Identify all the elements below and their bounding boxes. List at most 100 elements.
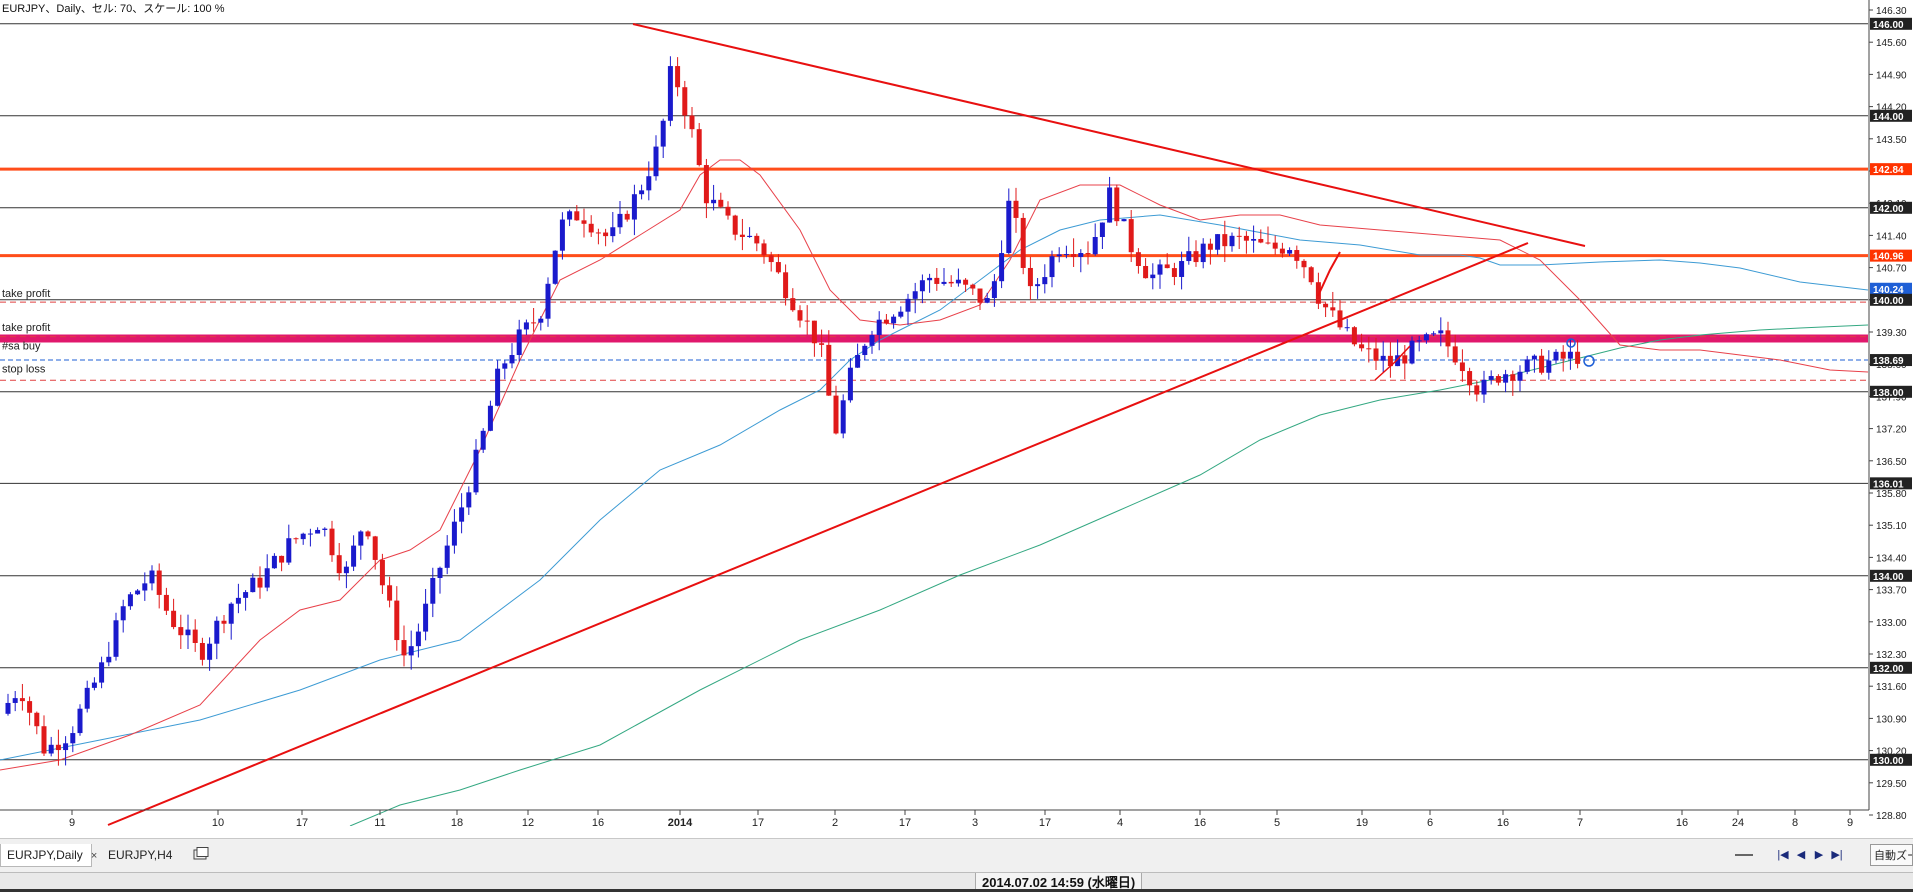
candle-body: [696, 129, 702, 166]
scroll-thumb[interactable]: [1735, 854, 1753, 856]
candle: [804, 305, 810, 335]
candle-body: [487, 405, 493, 431]
candle-body: [559, 219, 565, 251]
prev-icon[interactable]: ◀: [1796, 849, 1806, 861]
price-box-label: 136.01: [1873, 479, 1904, 490]
scroll-track[interactable]: [1690, 851, 1770, 859]
candle-body: [1251, 238, 1257, 241]
candle: [905, 293, 911, 325]
candle-body: [1085, 253, 1091, 255]
candle-body: [307, 533, 313, 535]
price-tick-label: 146.30: [1876, 6, 1907, 17]
candle: [1467, 367, 1473, 396]
time-tick-label: 3: [972, 817, 978, 826]
candle: [437, 566, 443, 594]
candle-body: [1488, 376, 1494, 380]
candle: [207, 637, 213, 671]
time-tick-label: 11: [374, 817, 385, 826]
candle-body: [1006, 200, 1012, 254]
candle-body: [1121, 219, 1127, 222]
candle-body: [732, 215, 738, 235]
time-tick-label: 16: [592, 817, 604, 826]
time-tick-label: 16: [1194, 817, 1206, 826]
candle: [1092, 223, 1098, 256]
candle-body: [1171, 268, 1177, 277]
chart-area[interactable]: take profit take profit #sa buy stop loss 1…: [0, 0, 1913, 826]
candle-body: [1402, 355, 1408, 364]
candle: [1013, 187, 1019, 233]
price-tick-label: 140.70: [1876, 264, 1907, 275]
status-bar: 2014.07.02 14:59 (水曜日): [0, 872, 1913, 892]
candle-body: [1135, 252, 1141, 267]
candle-body: [523, 322, 529, 330]
close-icon[interactable]: ×: [90, 850, 98, 862]
price-tick-label: 133.70: [1876, 586, 1907, 597]
candle: [603, 228, 609, 247]
candle: [401, 625, 407, 667]
candle: [250, 573, 256, 593]
first-page-icon[interactable]: |◀: [1777, 849, 1789, 861]
candle: [1207, 238, 1213, 265]
candle: [919, 274, 925, 304]
candle-body: [581, 220, 587, 224]
candle: [1114, 184, 1120, 226]
candle-body: [1539, 355, 1545, 373]
candle-body: [639, 190, 645, 195]
candle: [639, 184, 645, 200]
candle: [1193, 240, 1199, 267]
candle-body: [1459, 362, 1465, 372]
candle-body: [451, 521, 457, 546]
price-box: [1870, 293, 1912, 306]
candle: [1423, 332, 1429, 344]
price-tick-label: 135.80: [1876, 489, 1907, 500]
price-box-label: 134.00: [1873, 572, 1904, 583]
candle-body: [459, 507, 465, 522]
candle: [1121, 218, 1127, 222]
candle: [991, 274, 997, 307]
tab-eurjpy-h4[interactable]: EURJPY,H4: [102, 844, 178, 866]
candle-body: [1301, 260, 1307, 268]
candle: [1503, 369, 1509, 393]
candle-body: [703, 165, 709, 204]
candle: [192, 619, 198, 652]
candle-body: [970, 284, 976, 289]
candle: [1035, 277, 1041, 299]
candle-body: [12, 698, 18, 703]
candle: [48, 736, 54, 757]
candle-body: [775, 262, 781, 273]
candle-body: [113, 620, 119, 657]
candle-body: [711, 199, 717, 204]
candle-body: [1510, 374, 1516, 381]
candle-body: [1553, 351, 1559, 361]
candle-body: [646, 176, 652, 191]
price-tick-label: 137.90: [1876, 392, 1907, 403]
candle-body: [1423, 334, 1429, 341]
last-page-icon[interactable]: ▶|: [1831, 849, 1843, 861]
price-box-label: 142.84: [1873, 165, 1904, 176]
tab-eurjpy-daily[interactable]: EURJPY,Daily ×: [0, 844, 97, 867]
candle-body: [1114, 187, 1120, 222]
window-list-icon[interactable]: [193, 847, 209, 860]
candle: [185, 614, 191, 650]
chart-tab-bar: EURJPY,Daily × EURJPY,H4 |◀ ◀ ▶ ▶| 自動ズーム: [0, 838, 1913, 873]
candle-body: [689, 115, 695, 130]
auto-zoom-button[interactable]: 自動ズーム: [1870, 844, 1913, 866]
candle-body: [19, 698, 25, 702]
candle-body: [1027, 267, 1033, 287]
price-chart[interactable]: take profit take profit #sa buy stop loss 1…: [0, 0, 1913, 826]
candle-body: [1207, 243, 1213, 250]
candle-body: [783, 272, 789, 299]
candle-body: [1575, 351, 1581, 364]
candle: [379, 553, 385, 594]
candle-body: [336, 555, 342, 574]
candle-body: [502, 363, 508, 369]
candle-body: [574, 211, 580, 221]
candle-body: [1236, 235, 1242, 237]
next-icon[interactable]: ▶: [1814, 849, 1824, 861]
candle: [84, 680, 90, 713]
candle-body: [739, 234, 745, 237]
candle: [1027, 256, 1033, 301]
time-tick-label: 12: [522, 817, 534, 826]
candle: [1553, 349, 1559, 364]
candle-body: [1287, 250, 1293, 254]
